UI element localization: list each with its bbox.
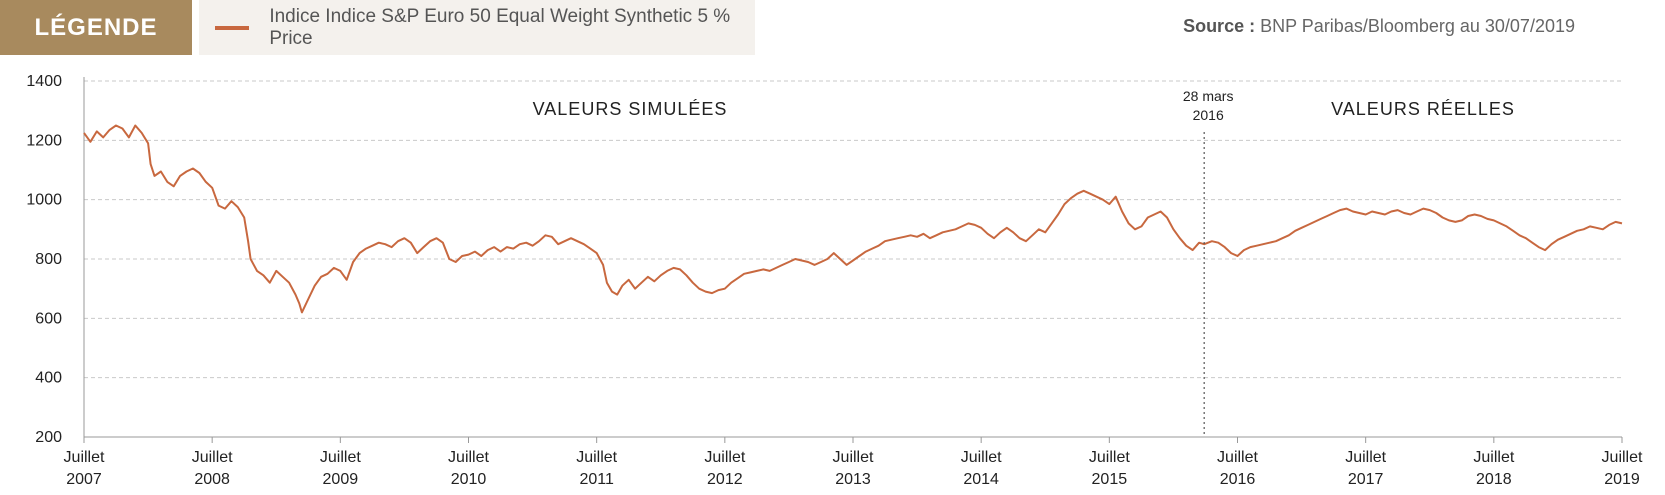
x-tick-label-month: Juillet xyxy=(961,449,1002,466)
x-tick-label-month: Juillet xyxy=(704,449,745,466)
series-line xyxy=(83,124,1623,314)
x-tick-label-year: 2010 xyxy=(451,471,487,488)
annotations: 28 mars 2016 VALEURS SIMULÉES VALEURS RÉELL… xyxy=(533,88,1515,437)
x-tick-label-year: 2012 xyxy=(707,471,743,488)
x-tick-label-month: Juillet xyxy=(192,449,233,466)
x-tick-label-year: 2018 xyxy=(1476,471,1512,488)
x-tick-label-month: Juillet xyxy=(1217,449,1258,466)
x-tick-label-year: 2009 xyxy=(323,471,359,488)
x-tick-label-year: 2019 xyxy=(1604,471,1640,488)
legend: Indice Indice S&P Euro 50 Equal Weight S… xyxy=(199,0,755,55)
x-tick-label-month: Juillet xyxy=(448,449,489,466)
grid-lines xyxy=(84,80,1622,379)
legend-swatch xyxy=(215,25,250,30)
x-tick-label-year: 2015 xyxy=(1092,471,1128,488)
axes xyxy=(83,77,1622,438)
y-tick-label: 400 xyxy=(35,370,62,387)
x-tick-label-month: Juillet xyxy=(1345,449,1386,466)
y-tick-label: 200 xyxy=(35,429,62,446)
x-tick-label-year: 2007 xyxy=(66,471,102,488)
real-values-label: VALEURS RÉELLES xyxy=(1331,99,1515,119)
x-tick-label-year: 2013 xyxy=(835,471,871,488)
legend-series-label: Indice Indice S&P Euro 50 Equal Weight S… xyxy=(269,5,731,49)
legend-tag: LÉGENDE xyxy=(0,0,192,55)
source-label: Source : xyxy=(1183,16,1256,36)
x-tick-label-month: Juillet xyxy=(320,449,361,466)
x-tick-label-month: Juillet xyxy=(64,449,105,466)
x-tick-label-month: Juillet xyxy=(833,449,874,466)
x-axis-ticks: Juillet 2007 Juillet 2008 Juillet 2009 Juillet… xyxy=(64,437,1643,488)
simulated-values-label: VALEURS SIMULÉES xyxy=(533,99,728,119)
y-tick-label: 800 xyxy=(35,251,62,268)
x-tick-label-year: 2008 xyxy=(194,471,230,488)
x-tick-label-month: Juillet xyxy=(576,449,617,466)
legend-tag-label: LÉGENDE xyxy=(34,13,158,41)
marker-label-year: 2016 xyxy=(1193,107,1224,123)
x-tick-label-month: Juillet xyxy=(1602,449,1643,466)
x-tick-label-year: 2014 xyxy=(963,471,999,488)
y-axis-ticks: 200 400 600 800 1000 1200 1400 xyxy=(26,73,62,446)
x-tick-label-month: Juillet xyxy=(1473,449,1514,466)
y-tick-label: 1200 xyxy=(26,132,62,149)
marker-label-date: 28 mars xyxy=(1183,88,1234,104)
x-tick-label-month: Juillet xyxy=(1089,449,1130,466)
x-tick-label-year: 2011 xyxy=(579,471,614,488)
x-tick-label-year: 2016 xyxy=(1220,471,1256,488)
source-text: BNP Paribas/Bloomberg au 30/07/2019 xyxy=(1260,16,1575,36)
x-tick-label-year: 2017 xyxy=(1348,471,1384,488)
y-tick-label: 1400 xyxy=(26,73,62,90)
series-group xyxy=(83,124,1623,314)
source-note: Source : BNP Paribas/Bloomberg au 30/07/… xyxy=(1183,16,1575,37)
y-tick-label: 600 xyxy=(35,310,62,327)
y-tick-label: 1000 xyxy=(26,192,62,209)
